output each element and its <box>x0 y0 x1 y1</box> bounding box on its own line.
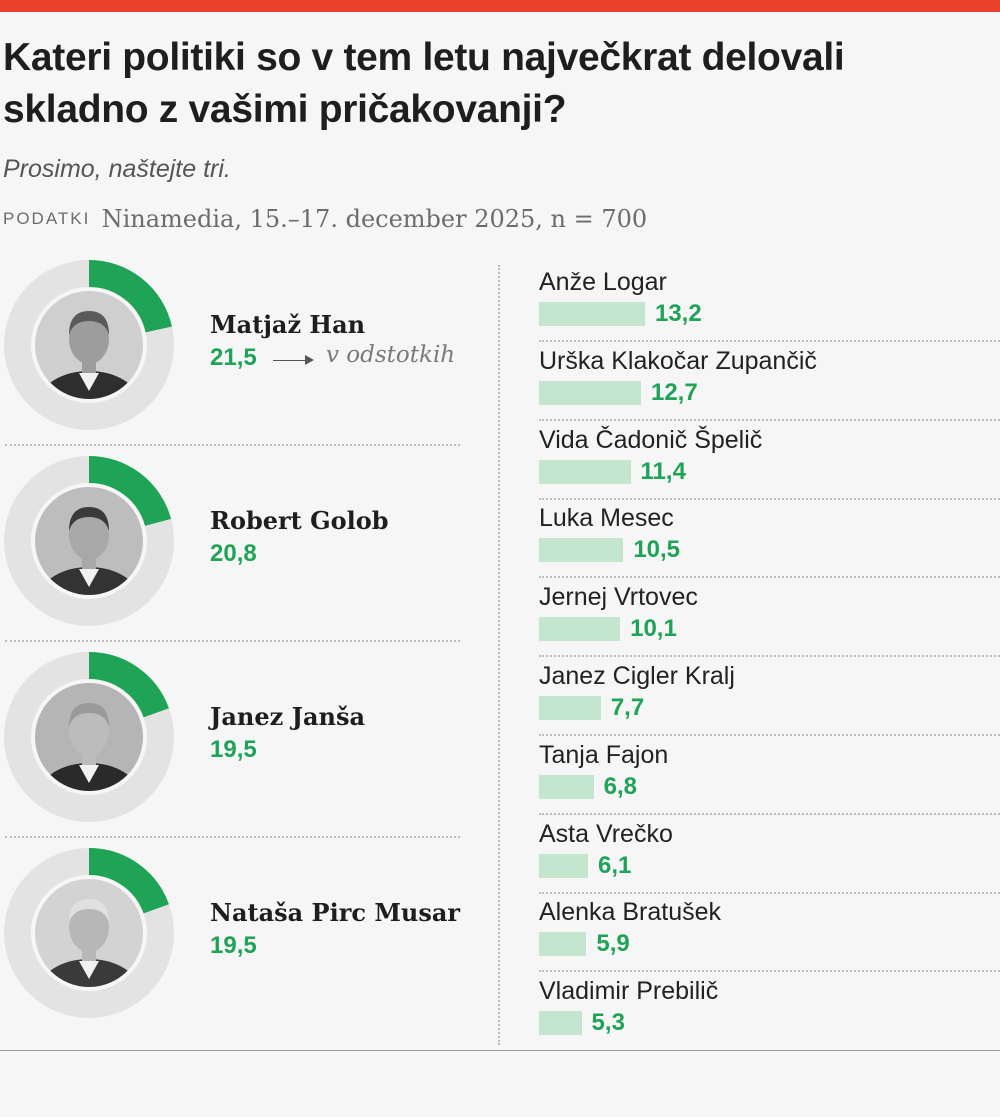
bar-value-label: 5,3 <box>591 1009 625 1037</box>
bar-value-label: 13,2 <box>654 300 702 327</box>
bar-name: Tanja Fajon <box>539 740 669 769</box>
bar-name: Janez Cigler Kralj <box>539 662 735 690</box>
leader-value-label: 19,5 <box>210 736 257 763</box>
row-divider <box>539 970 1000 973</box>
bar-name: Vida Čadonič Špelič <box>539 425 763 454</box>
row-divider <box>539 655 1000 658</box>
bar-name: Luka Mesec <box>539 504 674 533</box>
leader-row: Nataša Pirc Musar 19,5 <box>0 846 470 1042</box>
bar <box>539 1011 582 1036</box>
leader-row: Matjaž Han 21,5 v odstotkih <box>0 258 470 454</box>
bar-row: Luka Mesec 10,5 <box>539 498 1000 579</box>
politician-portrait <box>35 879 143 987</box>
donut-slice <box>88 260 172 333</box>
bar-value-label: 10,1 <box>630 615 677 643</box>
column-divider <box>498 265 500 1045</box>
arrow-head-icon <box>305 355 314 365</box>
bar <box>539 459 631 484</box>
donut-slice <box>88 456 172 527</box>
leader-name: Robert Golob <box>210 506 389 535</box>
bar <box>539 932 587 957</box>
bar-value-label: 11,4 <box>640 457 686 485</box>
bar-name: Vladimir Prebilič <box>539 977 719 1006</box>
bar <box>539 538 624 563</box>
donut-chart <box>4 848 174 1018</box>
bar-row: Vladimir Prebilič 5,3 <box>539 971 1000 1050</box>
bar-row: Tanja Fajon 6,8 <box>539 735 1000 815</box>
politician-portrait <box>35 683 143 791</box>
bar <box>539 617 621 642</box>
bar-row: Alenka Bratušek 5,9 <box>539 892 1000 973</box>
row-divider <box>539 576 1000 579</box>
bar-value-label: 6,1 <box>597 851 632 879</box>
chart-subtitle: Prosimo, naštejte tri. <box>3 155 231 183</box>
row-divider <box>539 418 1000 421</box>
donut-slice <box>88 652 169 718</box>
bar-value-label: 10,5 <box>633 536 681 564</box>
politician-portrait <box>35 291 143 399</box>
leader-value-label: 21,5 <box>210 344 257 371</box>
bottom-rule <box>0 1050 1000 1051</box>
bar <box>539 380 641 405</box>
donut-chart <box>4 260 174 430</box>
bar <box>539 302 645 326</box>
top-accent-bar <box>0 0 1000 12</box>
donut-chart <box>4 456 174 626</box>
leader-name: Matjaž Han <box>210 310 366 339</box>
bar-row: Jernej Vrtovec 10,1 <box>539 577 1000 658</box>
chart-title: Kateri politiki so v tem letu največkrat… <box>3 36 845 131</box>
row-divider <box>539 734 1000 736</box>
bar <box>539 696 601 720</box>
bar <box>539 853 588 878</box>
row-divider <box>5 836 460 838</box>
bar-row: Vida Čadonič Špelič 11,4 <box>539 420 1000 500</box>
leader-row: Robert Golob 20,8 <box>0 454 470 650</box>
bar-row: Asta Vrečko 6,1 <box>539 814 1000 894</box>
row-divider <box>539 340 1000 342</box>
bar-name: Alenka Bratušek <box>539 898 722 927</box>
leader-name: Janez Janša <box>210 702 366 731</box>
leaders-donut-list: Matjaž Han 21,5 v odstotkih Robert Golob 20,… <box>0 258 470 1048</box>
row-divider <box>539 812 1000 815</box>
row-divider <box>5 444 460 446</box>
source-label: PODATKI <box>3 209 91 228</box>
donut-chart <box>4 652 174 822</box>
politician-portrait <box>35 487 143 595</box>
source-line: PODATKI Ninamedia, 15.–17. december 2025… <box>3 203 647 234</box>
leader-value-label: 20,8 <box>210 540 257 567</box>
unit-arrow <box>273 360 305 361</box>
leader-row: Janez Janša 19,5 <box>0 650 470 846</box>
source-text: Ninamedia, 15.–17. december 2025, n = 70… <box>101 205 648 233</box>
row-divider <box>5 640 460 642</box>
bar-row: Anže Logar 13,2 <box>539 262 1000 342</box>
leader-value-label: 19,5 <box>210 932 257 959</box>
bar-value-label: 5,9 <box>596 930 630 958</box>
bar-name: Asta Vrečko <box>539 819 673 848</box>
bar-value-label: 7,7 <box>610 694 645 721</box>
bar-row: Janez Cigler Kralj 7,7 <box>539 656 1000 736</box>
row-divider <box>539 891 1000 894</box>
bar <box>539 774 594 799</box>
bar-name: Urška Klakočar Zupančič <box>539 346 817 375</box>
bar-row: Urška Klakočar Zupančič 12,7 <box>539 341 1000 421</box>
row-divider <box>539 497 1000 500</box>
bar-name: Anže Logar <box>539 268 667 296</box>
unit-note: v odstotkih <box>326 342 456 368</box>
donut-slice <box>88 848 169 914</box>
leader-name: Nataša Pirc Musar <box>210 898 461 927</box>
bar-name: Jernej Vrtovec <box>539 583 698 612</box>
bar-value-label: 12,7 <box>650 378 698 406</box>
bar-value-label: 6,8 <box>603 772 637 800</box>
